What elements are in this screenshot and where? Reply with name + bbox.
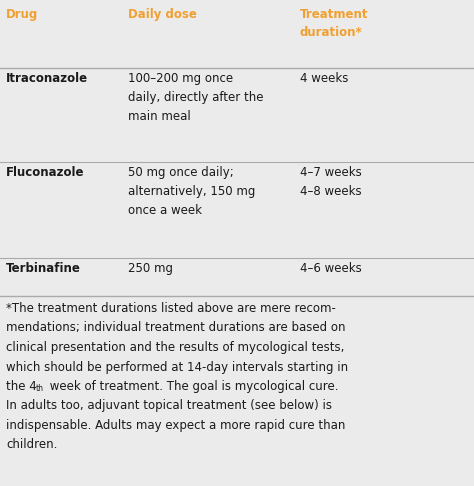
Text: Itraconazole: Itraconazole: [6, 72, 88, 85]
Text: 250 mg: 250 mg: [128, 262, 173, 275]
Text: 100–200 mg once
daily, directly after the
main meal: 100–200 mg once daily, directly after th…: [128, 72, 264, 123]
Text: indispensable. Adults may expect a more rapid cure than: indispensable. Adults may expect a more …: [6, 419, 346, 432]
Text: th: th: [36, 384, 44, 393]
Text: 4–6 weeks: 4–6 weeks: [300, 262, 362, 275]
Text: which should be performed at 14-day intervals starting in: which should be performed at 14-day inte…: [6, 361, 348, 374]
Text: the 4: the 4: [6, 380, 37, 393]
Text: 50 mg once daily;
alternatively, 150 mg
once a week: 50 mg once daily; alternatively, 150 mg …: [128, 166, 255, 217]
Text: *The treatment durations listed above are mere recom-: *The treatment durations listed above ar…: [6, 302, 336, 315]
Text: 4–7 weeks
4–8 weeks: 4–7 weeks 4–8 weeks: [300, 166, 362, 198]
Text: children.: children.: [6, 438, 57, 451]
Text: Drug: Drug: [6, 8, 38, 21]
Text: 4 weeks: 4 weeks: [300, 72, 348, 85]
Text: week of treatment. The goal is mycological cure.: week of treatment. The goal is mycologic…: [46, 380, 338, 393]
Text: Fluconazole: Fluconazole: [6, 166, 84, 179]
Text: Treatment
duration*: Treatment duration*: [300, 8, 368, 39]
Text: mendations; individual treatment durations are based on: mendations; individual treatment duratio…: [6, 322, 346, 334]
Text: Daily dose: Daily dose: [128, 8, 197, 21]
Text: Terbinafine: Terbinafine: [6, 262, 81, 275]
Text: In adults too, adjuvant topical treatment (see below) is: In adults too, adjuvant topical treatmen…: [6, 399, 332, 413]
Text: clinical presentation and the results of mycological tests,: clinical presentation and the results of…: [6, 341, 345, 354]
